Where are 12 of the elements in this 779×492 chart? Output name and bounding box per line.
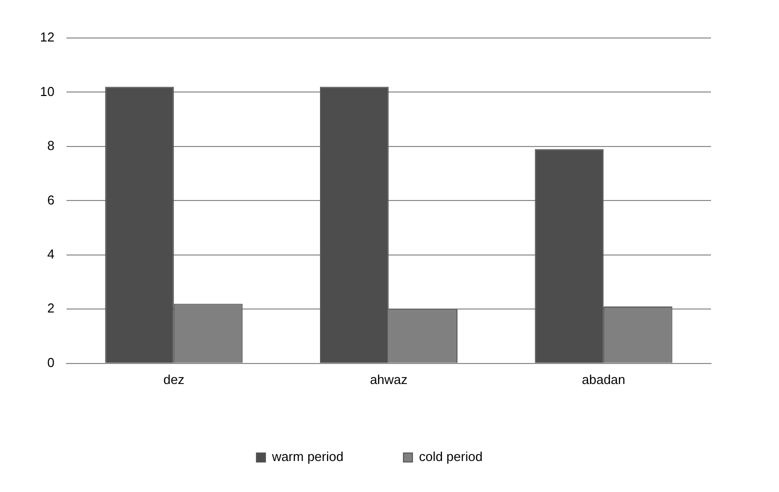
legend-label: warm period bbox=[270, 449, 344, 464]
x-tick-label: abadan bbox=[582, 372, 626, 387]
y-tick-label: 0 bbox=[47, 354, 54, 370]
y-tick-label: 4 bbox=[47, 246, 54, 262]
y-tick-label: 6 bbox=[47, 192, 54, 208]
legend-label: cold period bbox=[418, 449, 483, 464]
y-tick-label: 8 bbox=[47, 138, 54, 154]
y-tick-label: 2 bbox=[47, 300, 54, 316]
x-tick-label: dez bbox=[163, 372, 184, 387]
y-tick-label: 10 bbox=[40, 84, 54, 99]
y-tick-label: 12 bbox=[40, 30, 54, 45]
x-tick-label: ahwaz bbox=[370, 372, 408, 387]
